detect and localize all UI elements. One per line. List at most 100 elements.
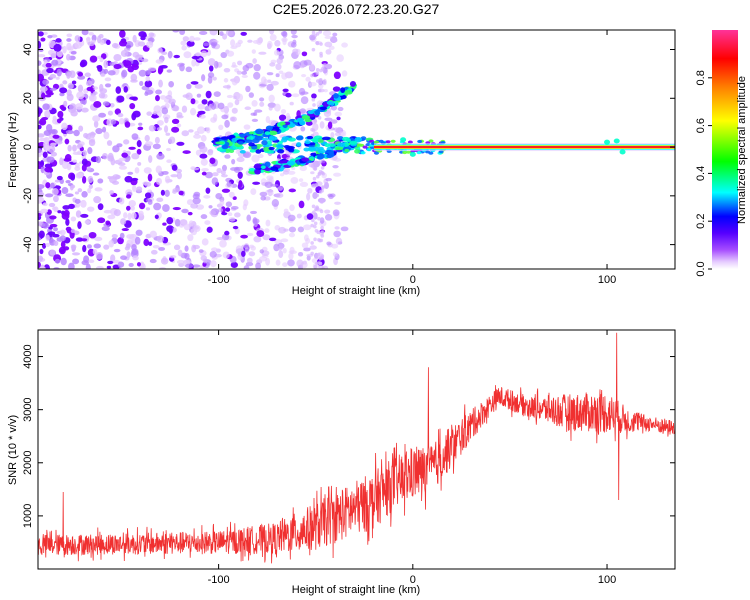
noise-blob [77, 143, 83, 149]
noise-blob [193, 37, 201, 41]
noise-blob [106, 265, 112, 269]
noise-blob [66, 38, 72, 42]
noise-blob [149, 258, 157, 264]
noise-blob [192, 264, 201, 268]
noise-blob [59, 87, 68, 94]
noise-blob [199, 114, 206, 119]
noise-blob [38, 230, 45, 239]
spectrogram-y-label: Frequency (Hz) [7, 112, 19, 188]
noise-blob [205, 187, 211, 194]
noise-blob [112, 259, 121, 264]
noise-blob [138, 122, 143, 126]
noise-blob [181, 45, 187, 51]
noise-blob [106, 140, 113, 146]
noise-blob [191, 59, 196, 67]
noise-blob [164, 116, 169, 124]
noise-blob [130, 73, 138, 82]
noise-blob [197, 110, 206, 115]
spectrogram-x-ticks: -100 0 100 [208, 30, 616, 286]
noise-blob [274, 103, 281, 112]
noise-column-blob [313, 221, 318, 226]
noise-blob [110, 158, 116, 166]
noise-blob [104, 83, 112, 88]
noise-blob [38, 107, 43, 115]
noise-blob [288, 252, 294, 260]
upper-branch-blob [264, 131, 271, 136]
noise-blob [248, 251, 256, 257]
noise-blob [332, 252, 338, 257]
noise-blob [183, 51, 192, 59]
noise-blob [38, 54, 46, 58]
lower-branch-blob [248, 167, 256, 172]
noise-blob [96, 35, 102, 44]
transition-blob [373, 140, 379, 144]
noise-blob [57, 110, 64, 118]
noise-blob [264, 181, 273, 188]
noise-blob [62, 205, 71, 210]
noise-blob [300, 91, 309, 95]
snr-x-tick-label: 0 [410, 574, 416, 586]
central-band-blob [336, 136, 344, 141]
carrier-bump [619, 149, 626, 155]
noise-blob [53, 227, 58, 232]
snr-y-label: SNR (10 * v/v) [7, 415, 19, 485]
noise-blob [123, 212, 128, 219]
noise-blob [245, 85, 251, 93]
noise-blob [259, 97, 265, 102]
noise-blob [205, 171, 213, 179]
noise-blob [230, 205, 239, 210]
noise-blob [278, 70, 284, 74]
noise-blob [179, 30, 186, 35]
noise-blob [54, 138, 59, 142]
noise-blob [252, 58, 257, 64]
noise-column-blob [313, 237, 317, 242]
noise-blob [100, 73, 106, 78]
lower-branch-blob [328, 151, 335, 158]
transition-blob [385, 140, 391, 144]
noise-blob [299, 64, 305, 69]
noise-blob [288, 232, 296, 238]
noise-blob [83, 255, 90, 264]
noise-blob [303, 224, 312, 231]
noise-blob [38, 133, 45, 138]
noise-blob [59, 229, 66, 236]
noise-blob [155, 89, 162, 95]
noise-blob [54, 258, 61, 264]
noise-blob [38, 124, 42, 130]
noise-blob [269, 237, 277, 242]
noise-blob [50, 53, 57, 59]
noise-blob [299, 165, 308, 172]
noise-blob [177, 249, 183, 257]
noise-blob [168, 226, 173, 234]
central-band-blob [317, 148, 326, 154]
noise-blob [132, 34, 137, 43]
noise-blob [52, 134, 60, 139]
noise-blob [319, 217, 325, 224]
noise-blob [285, 112, 291, 120]
noise-blob [148, 241, 153, 246]
noise-blob [324, 41, 333, 48]
noise-blob [280, 109, 287, 114]
noise-blob [264, 228, 270, 233]
noise-blob [86, 244, 92, 249]
noise-blob [303, 59, 312, 66]
central-band-blob [304, 140, 311, 145]
noise-blob [157, 67, 163, 75]
noise-blob [251, 99, 258, 107]
noise-blob [75, 103, 84, 110]
noise-blob [181, 208, 189, 214]
noise-blob [97, 217, 106, 224]
noise-blob [101, 226, 110, 232]
noise-blob [75, 172, 83, 179]
noise-blob [124, 121, 131, 128]
noise-column-blob [317, 88, 322, 93]
noise-blob [129, 96, 138, 101]
noise-column-blob [319, 42, 323, 46]
noise-blob [173, 54, 180, 59]
noise-blob [191, 167, 200, 171]
noise-blob [303, 247, 311, 252]
noise-blob [38, 137, 48, 142]
upper-branch-blob [248, 131, 255, 135]
noise-blob [85, 263, 91, 269]
spectrogram-y-ticks: -40 -20 0 20 40 [22, 43, 675, 253]
